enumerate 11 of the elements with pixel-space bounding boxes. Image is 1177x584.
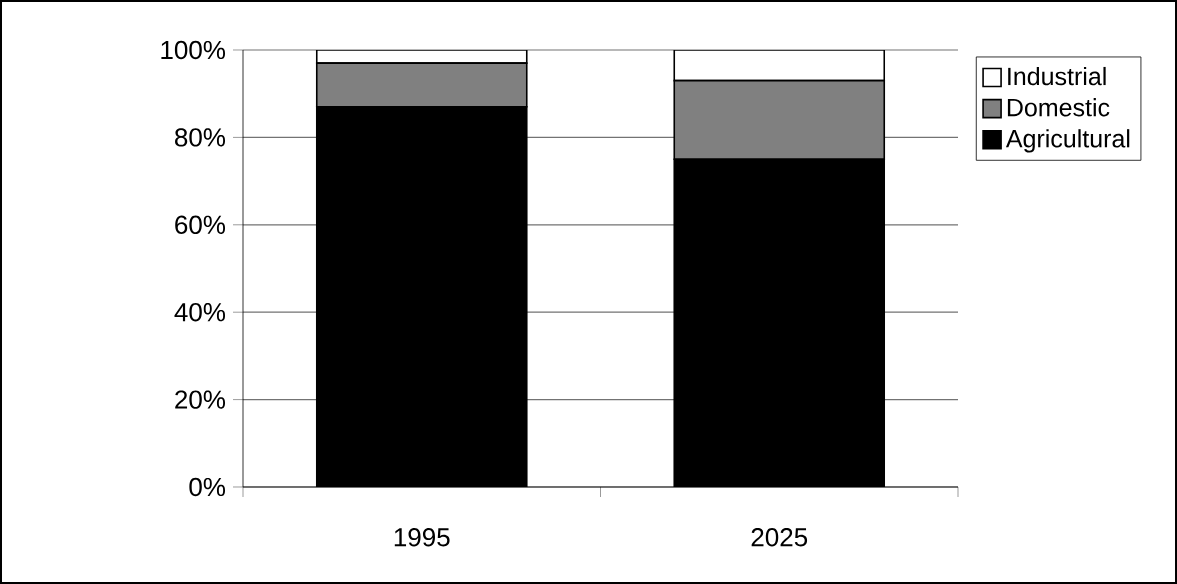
y-tick-label: 100% (161, 40, 226, 60)
y-tick-label: 80% (175, 128, 226, 147)
x-tick-label: 2025 (751, 528, 808, 547)
y-tick-label: 60% (175, 215, 226, 234)
y-tick-label: 0% (189, 477, 226, 497)
legend-label: Industrial (1008, 66, 1106, 86)
legend-label: Agricultural (1005, 129, 1130, 153)
y-tick-label: 40% (174, 302, 226, 322)
x-tick-label: 1995 (394, 528, 450, 547)
legend-label: Domestic (1007, 98, 1110, 117)
y-tick-label: 20% (175, 390, 226, 409)
